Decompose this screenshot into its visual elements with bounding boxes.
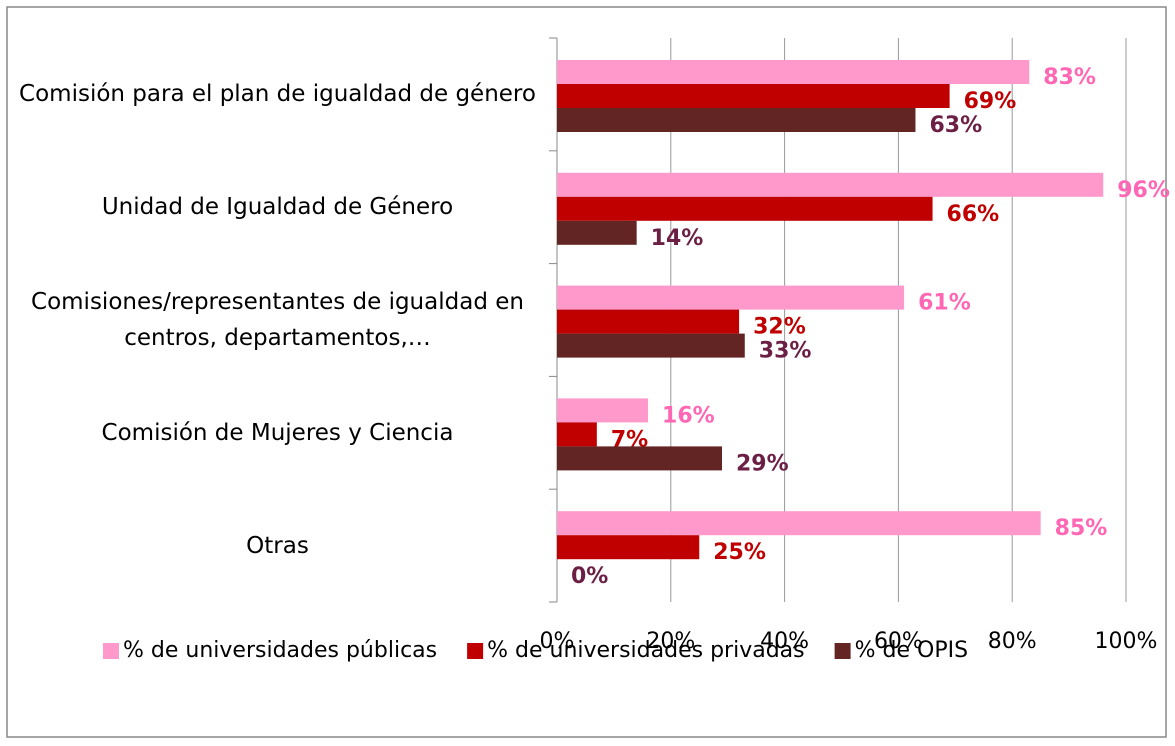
data-label: 69% xyxy=(964,89,1017,114)
y-tick-label: Unidad de Igualdad de Género xyxy=(101,194,454,221)
data-label: 0% xyxy=(571,564,608,589)
data-label: 63% xyxy=(929,113,982,138)
bar xyxy=(557,398,649,423)
data-label: 32% xyxy=(753,315,806,340)
x-tick-label: 60% xyxy=(874,629,923,654)
data-label: 29% xyxy=(736,451,789,476)
x-tick-label: 80% xyxy=(988,629,1037,654)
data-label: 61% xyxy=(918,291,971,316)
bar xyxy=(557,422,597,447)
x-tick-label: 40% xyxy=(760,629,809,654)
data-label: 96% xyxy=(1117,178,1170,203)
bar xyxy=(557,285,905,310)
data-label: 33% xyxy=(759,339,812,364)
data-label: 14% xyxy=(651,226,704,251)
data-label: 85% xyxy=(1055,516,1108,541)
data-label: 16% xyxy=(662,403,715,428)
y-tick-label: Otras xyxy=(246,532,309,559)
legend-label: % de universidades privadas xyxy=(487,638,805,663)
bar xyxy=(557,84,950,108)
bar xyxy=(557,220,637,245)
data-label: 66% xyxy=(947,202,1000,227)
bar xyxy=(557,535,700,560)
x-tick-label: 100% xyxy=(1095,629,1158,654)
bar xyxy=(557,446,723,471)
bar xyxy=(557,309,740,334)
legend-swatch xyxy=(467,643,484,659)
bar xyxy=(557,511,1041,536)
x-tick-label: 20% xyxy=(646,629,695,654)
bar xyxy=(557,196,933,221)
bar xyxy=(557,108,916,132)
data-label: 83% xyxy=(1043,65,1096,90)
legend-swatch xyxy=(103,643,119,659)
y-tick-label: Comisión para el plan de igualdad de gén… xyxy=(19,81,536,108)
legend-label: % de OPIS xyxy=(855,638,968,663)
bar xyxy=(557,333,745,358)
legend-label: % de universidades públicas xyxy=(123,638,437,663)
x-tick-label: 0% xyxy=(540,629,575,654)
y-tick-label: Comisiones/representantes de igualdad en… xyxy=(31,288,524,351)
bar xyxy=(557,172,1104,197)
y-tick-label: Comisión de Mujeres y Ciencia xyxy=(101,419,454,446)
data-label: 25% xyxy=(713,540,766,565)
bar xyxy=(557,60,1030,84)
legend-swatch xyxy=(834,643,851,659)
